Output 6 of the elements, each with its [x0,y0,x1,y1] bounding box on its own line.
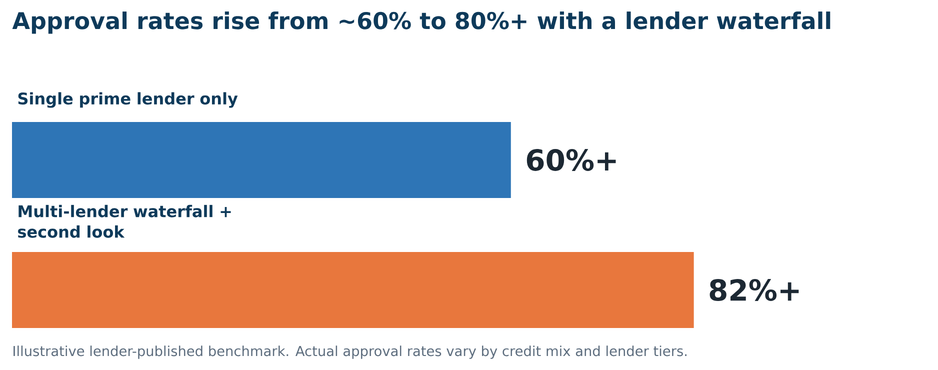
y-tick-label: Single prime lender only [18,92,238,108]
y-tick-label: Multi-lender waterfall + second look [18,204,231,238]
text: Illustrative lender-published benchmark. Actual approval rates vary by credit mix and lender tiers. [14,346,686,359]
data-label: 82%+ [710,279,799,301]
data-label: 60%+ [526,149,616,171]
chart-title: Approval rates rise from ~60% to 80%+ with a lender waterfall [12,12,830,34]
